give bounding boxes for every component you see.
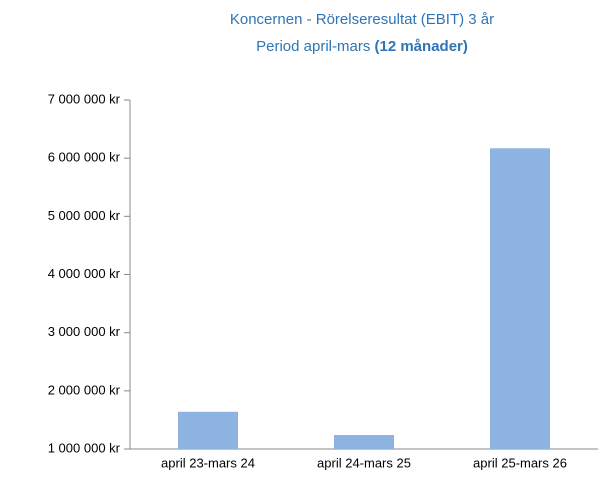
bar <box>334 435 394 449</box>
y-tick-label: 1 000 000 kr <box>48 440 121 455</box>
x-tick-label: april 25-mars 26 <box>473 455 567 470</box>
y-tick-label: 3 000 000 kr <box>48 324 121 339</box>
y-tick-label: 6 000 000 kr <box>48 150 121 165</box>
y-tick-label: 5 000 000 kr <box>48 208 121 223</box>
chart-title: Koncernen - Rörelseresultat (EBIT) 3 år <box>230 11 494 28</box>
bar <box>490 148 550 450</box>
chart-subtitle: Period april-mars (12 månader) <box>256 38 468 55</box>
subtitle: Period april-mars <box>256 38 370 55</box>
y-tick-label: 7 000 000 kr <box>48 91 121 106</box>
y-tick-label: 4 000 000 kr <box>48 266 121 281</box>
bar <box>178 411 238 449</box>
y-tick-label: 2 000 000 kr <box>48 382 121 397</box>
x-tick-label: april 23-mars 24 <box>161 455 255 470</box>
x-tick-label: april 24-mars 25 <box>317 455 411 470</box>
subtitle-emphasis: (12 månader) <box>375 38 468 55</box>
